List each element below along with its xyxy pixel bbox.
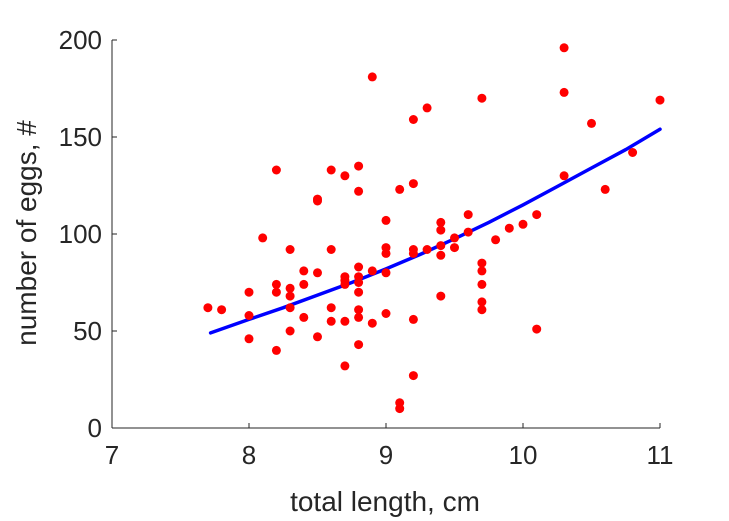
data-point: [532, 210, 542, 220]
data-point: [436, 241, 446, 251]
y-tick-label: 100: [59, 219, 102, 249]
data-point: [354, 278, 364, 287]
data-point: [354, 161, 364, 171]
y-tick-label: 200: [59, 25, 102, 55]
data-point: [408, 115, 418, 124]
data-point: [477, 297, 487, 307]
data-point: [326, 245, 336, 254]
data-point: [271, 165, 281, 175]
data-point: [477, 93, 487, 103]
data-point: [217, 305, 227, 315]
data-point: [628, 148, 638, 157]
y-axis-label: number of eggs, #: [11, 120, 42, 346]
axes: [111, 40, 660, 429]
data-point: [408, 179, 418, 189]
fit-line-layer: [208, 127, 662, 335]
data-point: [244, 311, 254, 320]
data-point: [367, 72, 377, 82]
data-point: [244, 334, 254, 344]
data-point: [436, 217, 446, 227]
data-point: [340, 279, 350, 289]
x-tick-label: 11: [647, 440, 674, 470]
data-point: [367, 266, 377, 276]
data-point: [587, 118, 596, 128]
data-point: [532, 324, 542, 334]
data-point: [477, 258, 487, 268]
data-point: [354, 186, 364, 196]
data-point: [408, 314, 418, 324]
data-point: [354, 312, 364, 322]
data-point: [354, 262, 364, 272]
ticks: 7 8 9 10 11 0 50 100 150 200: [59, 25, 674, 470]
data-point: [313, 332, 322, 342]
x-tick-label: 8: [242, 440, 256, 470]
data-point: [285, 326, 295, 336]
data-point: [258, 233, 268, 243]
data-point: [518, 219, 528, 229]
data-point: [450, 233, 459, 243]
data-point: [477, 305, 487, 315]
data-point: [326, 316, 336, 326]
data-point: [463, 227, 473, 237]
data-point: [395, 184, 405, 194]
data-point: [285, 303, 295, 313]
data-point: [299, 266, 309, 276]
data-point: [559, 43, 569, 53]
data-point: [655, 95, 665, 105]
data-point: [340, 361, 350, 371]
data-point: [313, 196, 322, 206]
data-point: [271, 287, 281, 297]
data-point: [381, 248, 391, 258]
data-point: [395, 404, 405, 414]
data-point: [477, 266, 487, 276]
x-tick-label: 9: [379, 440, 393, 470]
data-point: [381, 268, 391, 278]
y-tick-label: 0: [88, 413, 102, 443]
data-point: [285, 245, 295, 254]
scatter-points-layer: [203, 43, 665, 414]
y-tick-label: 150: [59, 122, 102, 152]
data-point: [600, 184, 610, 194]
data-point: [436, 225, 446, 235]
data-point: [504, 223, 514, 233]
fit-line: [208, 127, 662, 335]
data-point: [299, 279, 309, 289]
data-point: [422, 245, 432, 254]
x-tick-label: 7: [105, 440, 119, 470]
data-point: [408, 371, 418, 381]
data-point: [381, 215, 391, 225]
data-point: [340, 171, 350, 181]
data-point: [436, 250, 446, 260]
x-tick-label: 10: [509, 440, 538, 470]
data-point: [436, 291, 446, 301]
data-point: [285, 291, 295, 301]
data-point: [271, 345, 281, 355]
data-point: [450, 243, 459, 253]
data-point: [340, 316, 350, 326]
data-point: [354, 305, 364, 315]
data-point: [381, 309, 391, 318]
data-point: [203, 303, 213, 313]
data-point: [463, 210, 473, 220]
data-point: [299, 312, 309, 322]
data-point: [367, 318, 377, 328]
data-point: [244, 287, 254, 297]
y-tick-label: 50: [73, 316, 102, 346]
data-point: [408, 248, 418, 258]
data-point: [422, 103, 432, 113]
data-point: [313, 268, 322, 278]
x-axis-label: total length, cm: [290, 486, 480, 517]
data-point: [271, 279, 281, 289]
data-point: [354, 340, 364, 350]
data-point: [491, 235, 501, 245]
data-point: [326, 303, 336, 313]
data-point: [354, 287, 364, 297]
data-point: [326, 165, 336, 175]
data-point: [559, 87, 569, 97]
data-point: [285, 283, 295, 293]
data-point: [477, 279, 487, 289]
data-point: [559, 171, 569, 181]
